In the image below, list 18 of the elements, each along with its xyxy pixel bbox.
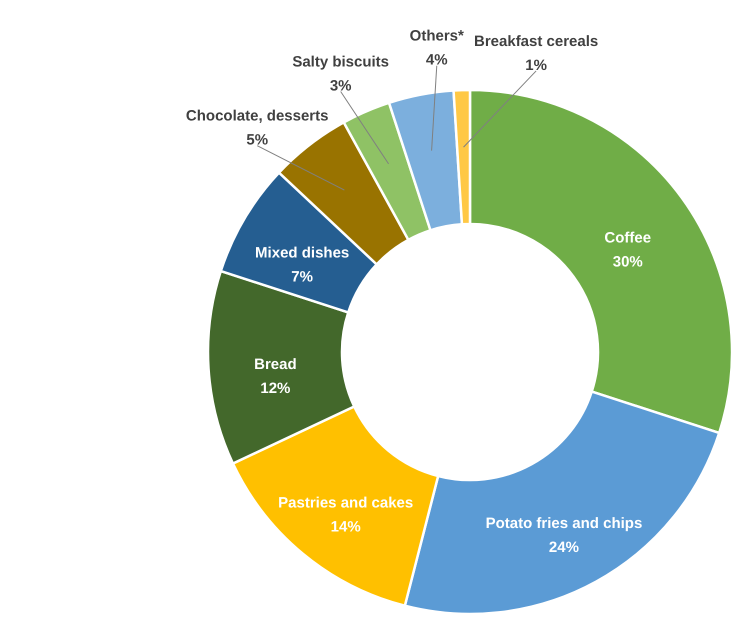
data-label: 30%: [612, 253, 643, 270]
slice-label: Mixed dishes: [255, 244, 350, 262]
data-label: 5%: [246, 132, 268, 149]
data-label: 1%: [525, 56, 547, 74]
slice-label: Others*: [410, 28, 464, 45]
data-label: 7%: [291, 268, 313, 286]
data-label: 3%: [330, 77, 352, 94]
data-label: 4%: [426, 52, 448, 69]
slice-label: Bread: [254, 356, 297, 374]
slice-label: Chocolate, desserts: [186, 108, 328, 125]
slice-label: Potato fries and chips: [486, 514, 642, 532]
data-label: 24%: [548, 538, 579, 556]
slice-label: Coffee: [604, 229, 652, 246]
slice-label: Pastries and cakes: [278, 494, 414, 512]
slice-label: Salty biscuits: [292, 53, 390, 70]
slice-label: Breakfast cereals: [474, 32, 598, 50]
data-label: 12%: [260, 380, 290, 398]
data-label: 14%: [330, 518, 361, 536]
